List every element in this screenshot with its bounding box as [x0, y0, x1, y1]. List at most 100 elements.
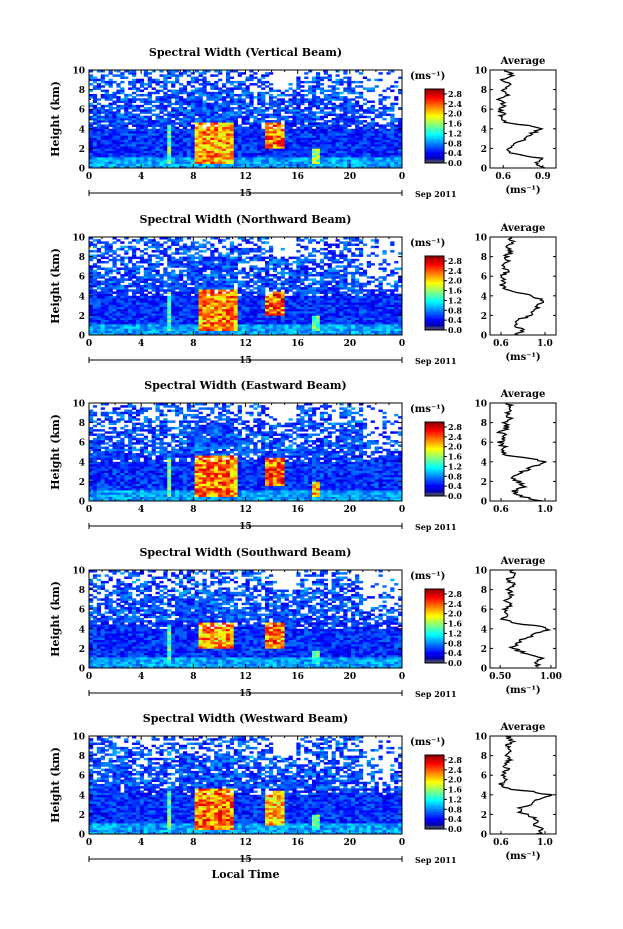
heatmap-cell: [347, 98, 352, 101]
heatmap-cell: [245, 300, 250, 303]
heatmap-cell: [218, 87, 223, 90]
heatmap-cell: [124, 237, 129, 240]
heatmap-cell: [327, 144, 332, 147]
heatmap-cell: [96, 300, 102, 303]
heatmap-cell: [261, 98, 266, 101]
heatmap-cell: [241, 122, 246, 125]
heatmap-cell: [202, 263, 207, 266]
average-y-tick-label: 2: [481, 145, 487, 155]
heatmap-cell: [222, 258, 227, 262]
heatmap-cell: [335, 120, 340, 123]
heatmap-cell: [167, 157, 172, 160]
heatmap-cell: [182, 107, 188, 110]
heatmap-cell: [132, 254, 137, 257]
heatmap-cell: [151, 141, 156, 145]
heatmap-cell: [120, 130, 125, 134]
heatmap-cell: [265, 284, 270, 288]
heatmap-cell: [147, 93, 152, 97]
heatmap-cell: [147, 321, 152, 325]
heatmap-cell: [214, 284, 219, 288]
heatmap-cell: [241, 302, 246, 305]
heatmap-cell: [398, 161, 403, 164]
heatmap-cell: [89, 311, 94, 314]
heatmap-cell: [96, 302, 102, 305]
heatmap-cell: [186, 300, 192, 303]
colorbar-swatch: [425, 146, 444, 149]
heatmap-cell: [104, 126, 109, 130]
heatmap-cell: [210, 278, 215, 281]
heatmap-cell: [171, 330, 176, 334]
heatmap-cell: [280, 139, 285, 143]
heatmap-cell: [210, 161, 215, 164]
heatmap-cell: [272, 313, 278, 316]
heatmap-cell: [312, 76, 317, 80]
heatmap-cell: [167, 324, 172, 327]
heatmap-cell: [355, 159, 360, 162]
heatmap-cell: [210, 302, 215, 305]
heatmap-cell: [100, 256, 105, 260]
heatmap-cell: [159, 326, 164, 329]
heatmap-cell: [143, 252, 148, 255]
heatmap-cell: [182, 313, 188, 316]
heatmap-cell: [343, 124, 348, 127]
heatmap-cell: [116, 74, 121, 77]
heatmap-cell: [218, 287, 223, 290]
heatmap-cell: [96, 122, 102, 125]
heatmap-cell: [280, 150, 285, 154]
heatmap-cell: [210, 159, 215, 162]
heatmap-cell: [198, 157, 203, 160]
colorbar-swatch: [425, 114, 444, 118]
heatmap-cell: [339, 102, 344, 106]
heatmap-cell: [237, 109, 242, 112]
heatmap-cell: [218, 152, 223, 156]
heatmap-cell: [182, 87, 188, 90]
heatmap-cell: [229, 332, 235, 336]
heatmap-cell: [222, 135, 227, 138]
heatmap-cell: [280, 328, 285, 331]
heatmap-cell: [366, 115, 371, 119]
heatmap-cell: [139, 289, 145, 292]
heatmap-cell: [167, 306, 172, 310]
heatmap-cell: [222, 289, 227, 292]
heatmap-cell: [265, 122, 270, 125]
heatmap-cell: [194, 150, 199, 154]
heatmap-cell: [96, 330, 102, 334]
heatmap-cell: [233, 100, 238, 103]
heatmap-cell: [300, 330, 305, 334]
heatmap-cell: [167, 128, 172, 132]
heatmap-cell: [175, 247, 180, 251]
heatmap-cell: [143, 284, 148, 288]
heatmap-cell: [92, 165, 98, 169]
heatmap-cell: [257, 287, 262, 290]
heatmap-cell: [112, 237, 117, 240]
heatmap-cell: [261, 83, 266, 86]
heatmap-cell: [268, 260, 274, 264]
heatmap-cell: [398, 163, 403, 167]
heatmap-cell: [112, 150, 117, 154]
heatmap-cell: [315, 72, 321, 75]
heatmap-cell: [112, 308, 117, 312]
heatmap-cell: [339, 139, 344, 143]
heatmap-cell: [323, 165, 328, 169]
heatmap-cell: [175, 280, 180, 284]
heatmap-cell: [178, 260, 184, 264]
heatmap-cell: [206, 295, 211, 299]
heatmap-cell: [382, 159, 387, 162]
heatmap-cell: [225, 267, 231, 270]
heatmap-cell: [214, 83, 219, 86]
heatmap-cell: [139, 321, 145, 325]
heatmap-cell: [124, 161, 129, 164]
heatmap-cell: [257, 239, 262, 242]
heatmap-cell: [304, 319, 309, 323]
heatmap-cell: [190, 111, 195, 114]
heatmap-cell: [104, 297, 109, 301]
heatmap-cell: [112, 328, 117, 331]
heatmap-cell: [163, 241, 168, 244]
heatmap-cell: [358, 96, 364, 99]
heatmap-cell: [300, 139, 305, 143]
heatmap-cell: [120, 324, 125, 327]
heatmap-cell: [178, 89, 184, 93]
heatmap-cell: [194, 289, 199, 292]
heatmap-cell: [304, 258, 309, 262]
heatmap-cell: [96, 306, 102, 310]
